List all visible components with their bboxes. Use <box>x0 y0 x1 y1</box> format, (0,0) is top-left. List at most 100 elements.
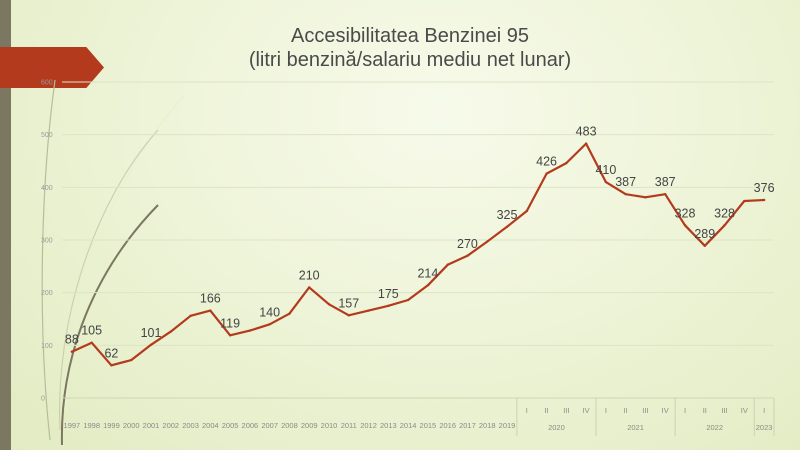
x-tick-label: 2013 <box>380 421 397 430</box>
x-quarter-label: I <box>684 406 686 415</box>
data-point <box>683 224 687 227</box>
data-label: 105 <box>81 324 102 338</box>
x-tick-label: 2003 <box>182 421 199 430</box>
y-tick-label: 600 <box>41 80 53 87</box>
x-tick-label: 2006 <box>242 421 259 430</box>
data-label: 140 <box>259 305 280 319</box>
x-tick-label: 2018 <box>479 421 496 430</box>
x-tick-label: 2009 <box>301 421 318 430</box>
x-tick-label: 2019 <box>499 421 516 430</box>
x-year-group-label: 2023 <box>756 423 773 432</box>
x-tick-label: 2014 <box>400 421 417 430</box>
data-label: 270 <box>457 237 478 251</box>
x-quarter-label: IV <box>662 406 669 415</box>
data-point <box>584 142 588 145</box>
data-point <box>624 192 627 196</box>
data-point <box>505 225 509 229</box>
x-quarter-label: III <box>642 406 648 415</box>
data-label: 410 <box>595 163 616 177</box>
data-point <box>228 334 232 337</box>
x-quarter-label: I <box>605 406 607 415</box>
x-tick-label: 2005 <box>222 421 239 430</box>
data-point <box>130 358 133 362</box>
data-label: 387 <box>615 175 636 189</box>
data-label: 62 <box>104 346 118 360</box>
x-tick-label: 2015 <box>420 421 437 430</box>
x-year-group-label: 2020 <box>548 423 565 432</box>
y-tick-label: 400 <box>41 185 53 192</box>
series-line-path <box>70 142 766 367</box>
data-point <box>268 323 271 326</box>
data-point <box>762 198 766 202</box>
data-point <box>387 304 390 308</box>
x-tick-label: 1997 <box>64 421 81 430</box>
data-point <box>545 172 548 175</box>
x-axis: 1997 1998 1999 2000 2001 2002 2003 2004 2005 2006… <box>62 397 775 436</box>
chart-subtitle: (litri benzină/salariu mediu net lunar) <box>248 49 572 71</box>
data-point <box>486 240 489 243</box>
decorative-curves <box>41 79 186 446</box>
x-quarter-label: I <box>763 406 765 415</box>
data-point <box>288 312 291 315</box>
x-year-group-label: 2022 <box>706 423 723 432</box>
data-label: 426 <box>536 155 557 169</box>
data-point <box>70 350 74 353</box>
x-tick-label: 2007 <box>261 421 278 430</box>
data-point <box>723 224 726 227</box>
x-quarter-label: IV <box>741 406 748 415</box>
x-quarter-label: IV <box>583 406 590 415</box>
data-label: 376 <box>754 181 775 195</box>
data-point <box>327 303 331 306</box>
data-label: 119 <box>220 316 240 330</box>
data-point <box>565 161 568 165</box>
data-label: 483 <box>576 125 597 139</box>
data-label: 325 <box>497 208 518 222</box>
x-tick-label: 2017 <box>459 421 476 430</box>
data-label: 101 <box>141 326 162 340</box>
x-tick-label: 2004 <box>202 421 219 430</box>
data-point <box>664 192 667 196</box>
data-label: 166 <box>200 292 221 306</box>
data-label: 214 <box>417 266 438 280</box>
data-point <box>525 209 528 213</box>
data-point <box>308 286 311 289</box>
x-quarter-label: II <box>624 406 628 415</box>
x-tick-label: 1998 <box>83 421 100 430</box>
x-quarter-label: II <box>703 406 707 415</box>
data-point <box>367 309 370 312</box>
y-tick-label: 0 <box>41 396 45 403</box>
x-quarter-label: III <box>563 406 569 415</box>
y-tick-label: 100 <box>41 343 53 350</box>
data-point <box>644 196 647 199</box>
x-quarter-label: I <box>526 406 528 415</box>
data-label: 175 <box>378 287 399 301</box>
chart-title-block: Accesibilitatea Benzinei 95 (litri benzi… <box>180 24 640 72</box>
y-axis-ticks: 0 100 200 300 400 500 600 <box>41 80 53 403</box>
data-point <box>110 364 113 367</box>
red-arrow-shape <box>0 47 104 88</box>
x-tick-label: 2002 <box>162 421 179 430</box>
data-label: 289 <box>694 227 715 241</box>
data-point <box>209 309 212 312</box>
data-point <box>406 298 410 302</box>
data-point <box>743 199 746 203</box>
data-point <box>90 341 93 344</box>
data-label: 210 <box>299 268 320 282</box>
data-point <box>703 244 706 247</box>
data-point <box>426 284 430 287</box>
data-label: 387 <box>655 175 676 189</box>
chart-title: Accesibilitatea Benzinei 95 <box>291 25 529 47</box>
x-tick-label: 2008 <box>281 421 298 430</box>
data-point <box>347 314 350 317</box>
data-point <box>149 343 153 347</box>
data-label: 328 <box>714 206 735 220</box>
x-tick-label: 2001 <box>143 421 160 430</box>
data-point <box>604 180 608 184</box>
data-point <box>189 314 192 318</box>
x-tick-label: 2016 <box>439 421 456 430</box>
x-tick-label: 2010 <box>321 421 338 430</box>
data-label: 328 <box>675 206 696 220</box>
series-line <box>70 142 766 367</box>
